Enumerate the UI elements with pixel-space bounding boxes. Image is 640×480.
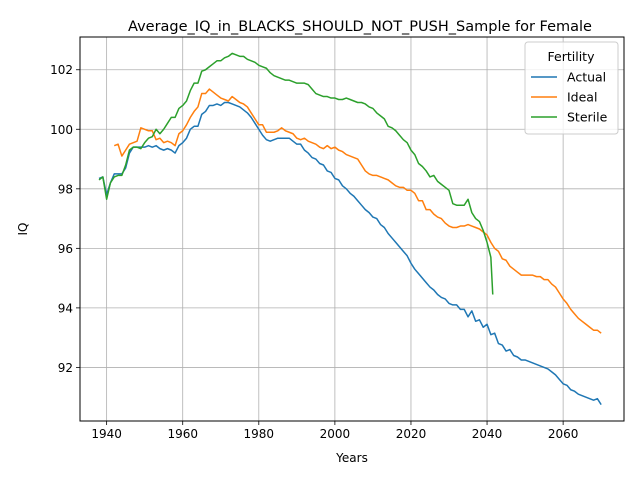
series-line-actual xyxy=(98,101,602,406)
x-tick-label: 2000 xyxy=(320,427,351,441)
legend-box xyxy=(524,41,619,135)
x-axis-label: Years xyxy=(335,451,368,465)
y-tick-label: 100 xyxy=(50,123,73,137)
x-tick-label: 1980 xyxy=(244,427,275,441)
y-tick-label: 96 xyxy=(58,242,73,256)
x-axis: 1940 1960 1980 2000 2020 2040 2060 xyxy=(91,421,578,441)
legend-title: Fertility xyxy=(548,49,596,64)
y-tick-label: 92 xyxy=(58,361,73,375)
x-tick-label: 2060 xyxy=(548,427,579,441)
y-axis: 92 94 96 98 100 102 xyxy=(50,63,80,375)
legend-label-ideal: Ideal xyxy=(567,90,597,105)
x-tick-label: 2040 xyxy=(472,427,503,441)
x-tick-label: 1960 xyxy=(167,427,198,441)
chart-title: Average_IQ_in_BLACKS_SHOULD_NOT_PUSH_Sam… xyxy=(128,19,592,35)
series-line-sterile xyxy=(98,52,494,295)
legend-label-sterile: Sterile xyxy=(567,110,608,125)
y-tick-label: 102 xyxy=(50,63,73,77)
legend-label-actual: Actual xyxy=(567,70,606,85)
legend: Fertility Actual Ideal Sterile xyxy=(524,41,619,135)
y-tick-label: 98 xyxy=(58,182,73,196)
plot-frame xyxy=(79,36,625,422)
y-tick-label: 94 xyxy=(58,301,73,315)
y-axis-label: IQ xyxy=(16,223,30,236)
series-layer xyxy=(98,52,602,406)
series-line-ideal xyxy=(113,88,602,334)
x-tick-label: 2020 xyxy=(396,427,427,441)
x-tick-label: 1940 xyxy=(91,427,122,441)
